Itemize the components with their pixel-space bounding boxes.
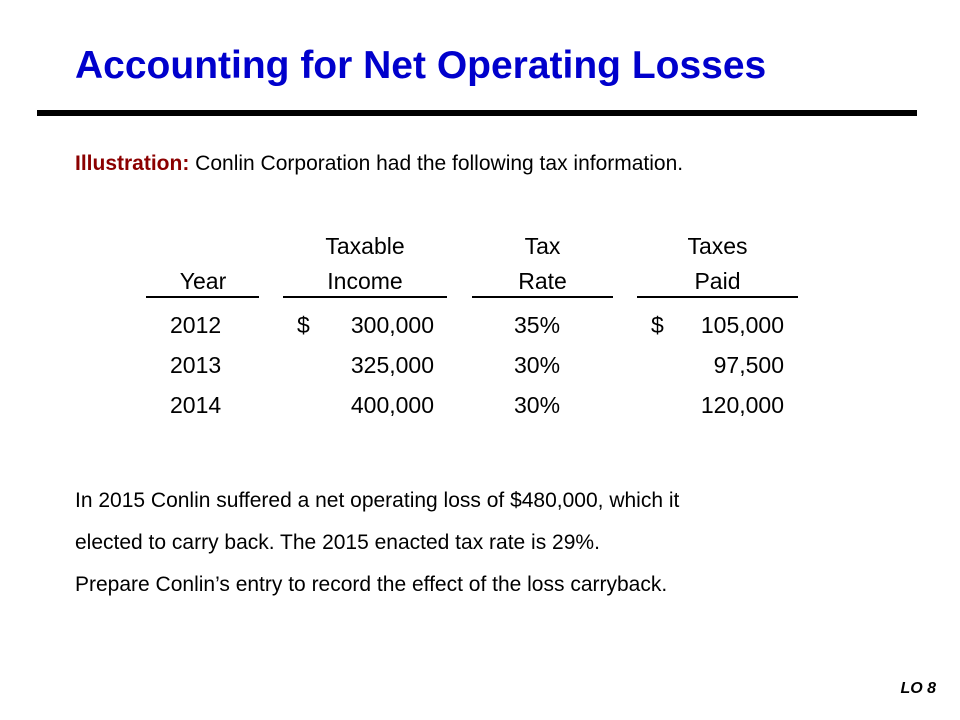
slide-title: Accounting for Net Operating Losses [75,44,767,87]
table-cell-paid-symbol: $ [651,312,664,338]
paragraph-line-1: In 2015 Conlin suffered a net operating … [75,489,680,512]
table-cell-paid: 105,000 [700,312,784,338]
table-cell-paid: 97,500 [713,352,784,378]
table-cell-income: 400,000 [350,392,434,418]
table-cell-income: 325,000 [350,352,434,378]
table-cell-year: 2013 [170,352,222,378]
table-cell-year: 2014 [170,392,222,418]
header-rate-line1: Tax [524,233,561,259]
paragraph-line-3: Prepare Conlin’s entry to record the eff… [75,573,668,596]
intro-label: Illustration: [75,152,190,175]
header-underline-rate [472,296,613,298]
intro-text: Conlin Corporation had the following tax… [189,152,684,175]
header-underline-income [283,296,447,298]
header-paid-line1: Taxes [687,233,748,259]
title-divider [37,110,917,116]
paragraph-line-2: elected to carry back. The 2015 enacted … [75,531,600,554]
table-cell-rate: 35% [514,312,561,338]
header-income-line2: Income [327,268,403,294]
table-cell-income: 300,000 [350,312,434,338]
header-underline-year [146,296,259,298]
header-paid-line2: Paid [694,268,741,294]
header-rate-line2: Rate [518,268,567,294]
table-cell-paid: 120,000 [700,392,784,418]
table-cell-rate: 30% [514,392,561,418]
table-cell-rate: 30% [514,352,561,378]
intro-line: Illustration: Conlin Corporation had the… [75,152,683,176]
header-year-line2: Year [179,268,227,294]
table-cell-year: 2012 [170,312,222,338]
table-cell-income-symbol: $ [297,312,310,338]
header-underline-paid [637,296,798,298]
learning-objective-label: LO 8 [900,680,936,697]
header-income-line1: Taxable [325,233,405,259]
